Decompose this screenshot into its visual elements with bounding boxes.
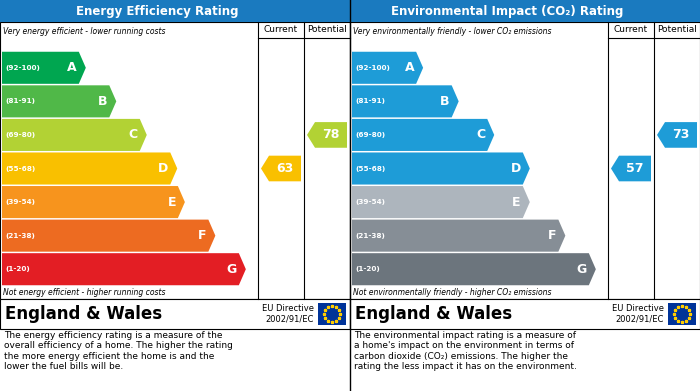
Polygon shape bbox=[352, 220, 566, 252]
Text: B: B bbox=[440, 95, 449, 108]
Bar bbox=[350, 0, 700, 22]
Text: C: C bbox=[129, 128, 138, 142]
Bar bbox=[350, 299, 700, 329]
Text: 63: 63 bbox=[276, 162, 293, 175]
Text: F: F bbox=[548, 229, 556, 242]
Text: (21-38): (21-38) bbox=[5, 233, 35, 239]
Text: D: D bbox=[510, 162, 521, 175]
Polygon shape bbox=[2, 119, 147, 151]
Text: England & Wales: England & Wales bbox=[5, 305, 162, 323]
Text: E: E bbox=[512, 196, 521, 208]
Polygon shape bbox=[2, 85, 116, 117]
Polygon shape bbox=[352, 152, 530, 185]
Text: (92-100): (92-100) bbox=[5, 65, 40, 71]
Text: A: A bbox=[67, 61, 77, 74]
Text: The environmental impact rating is a measure of
a home's impact on the environme: The environmental impact rating is a mea… bbox=[354, 331, 577, 371]
Text: A: A bbox=[405, 61, 414, 74]
Text: England & Wales: England & Wales bbox=[355, 305, 512, 323]
Text: (69-80): (69-80) bbox=[355, 132, 385, 138]
Text: Very energy efficient - lower running costs: Very energy efficient - lower running co… bbox=[3, 27, 165, 36]
Polygon shape bbox=[2, 253, 246, 285]
Text: (81-91): (81-91) bbox=[5, 99, 35, 104]
Text: (69-80): (69-80) bbox=[5, 132, 35, 138]
Text: (1-20): (1-20) bbox=[355, 266, 379, 272]
Polygon shape bbox=[261, 156, 301, 181]
Text: Not energy efficient - higher running costs: Not energy efficient - higher running co… bbox=[3, 288, 165, 297]
Text: F: F bbox=[198, 229, 206, 242]
Text: E: E bbox=[167, 196, 176, 208]
Text: G: G bbox=[577, 263, 587, 276]
Text: C: C bbox=[476, 128, 485, 142]
Polygon shape bbox=[352, 253, 596, 285]
Bar bbox=[0, 299, 350, 329]
Bar bbox=[0, 0, 350, 22]
Text: (21-38): (21-38) bbox=[355, 233, 385, 239]
Text: Energy Efficiency Rating: Energy Efficiency Rating bbox=[76, 5, 239, 18]
Bar bbox=[350, 22, 700, 299]
Polygon shape bbox=[307, 122, 347, 148]
Polygon shape bbox=[352, 52, 423, 84]
Polygon shape bbox=[611, 156, 651, 181]
Polygon shape bbox=[2, 52, 86, 84]
Polygon shape bbox=[352, 85, 459, 117]
Polygon shape bbox=[2, 186, 185, 218]
Text: (1-20): (1-20) bbox=[5, 266, 29, 272]
Text: G: G bbox=[227, 263, 237, 276]
Text: (55-68): (55-68) bbox=[355, 165, 385, 172]
Polygon shape bbox=[352, 119, 494, 151]
Text: Current: Current bbox=[264, 25, 298, 34]
Text: Current: Current bbox=[614, 25, 648, 34]
Polygon shape bbox=[352, 186, 530, 218]
Text: The energy efficiency rating is a measure of the
overall efficiency of a home. T: The energy efficiency rating is a measur… bbox=[4, 331, 233, 371]
Polygon shape bbox=[657, 122, 697, 148]
Text: (81-91): (81-91) bbox=[355, 99, 385, 104]
Polygon shape bbox=[2, 152, 177, 185]
Text: D: D bbox=[158, 162, 168, 175]
Text: EU Directive
2002/91/EC: EU Directive 2002/91/EC bbox=[262, 304, 314, 324]
Text: Potential: Potential bbox=[657, 25, 697, 34]
Text: Very environmentally friendly - lower CO₂ emissions: Very environmentally friendly - lower CO… bbox=[353, 27, 552, 36]
Text: EU Directive
2002/91/EC: EU Directive 2002/91/EC bbox=[612, 304, 664, 324]
Polygon shape bbox=[2, 220, 216, 252]
Bar bbox=[318, 303, 346, 325]
Text: B: B bbox=[98, 95, 107, 108]
Text: 73: 73 bbox=[672, 128, 690, 142]
Text: (39-54): (39-54) bbox=[355, 199, 385, 205]
Bar bbox=[0, 22, 350, 299]
Text: (55-68): (55-68) bbox=[5, 165, 35, 172]
Text: 78: 78 bbox=[322, 128, 340, 142]
Text: Not environmentally friendly - higher CO₂ emissions: Not environmentally friendly - higher CO… bbox=[353, 288, 552, 297]
Text: Potential: Potential bbox=[307, 25, 347, 34]
Bar bbox=[668, 303, 696, 325]
Text: 57: 57 bbox=[626, 162, 644, 175]
Text: (39-54): (39-54) bbox=[5, 199, 35, 205]
Text: Environmental Impact (CO₂) Rating: Environmental Impact (CO₂) Rating bbox=[391, 5, 624, 18]
Text: (92-100): (92-100) bbox=[355, 65, 390, 71]
